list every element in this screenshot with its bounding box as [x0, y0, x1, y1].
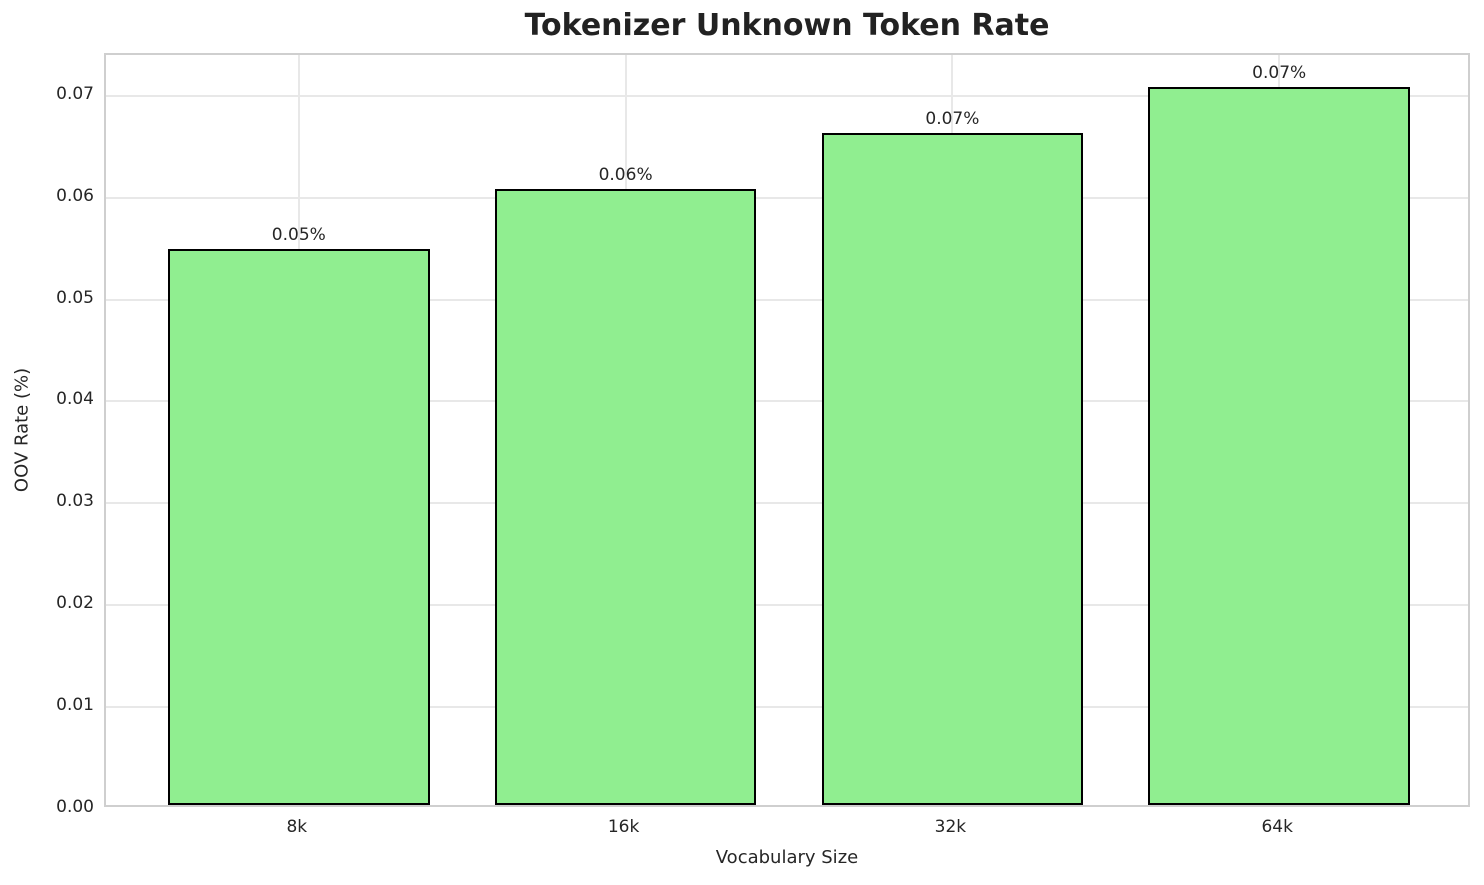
horizontal-gridline: [106, 604, 1468, 607]
chart-title: Tokenizer Unknown Token Rate: [524, 8, 1050, 43]
x-axis-label: Vocabulary Size: [715, 847, 859, 868]
y-axis-label: OOV Rate (%): [11, 367, 33, 493]
y-tick-label: 0.02: [56, 593, 94, 614]
x-tick-label-32k: 32k: [934, 817, 967, 837]
horizontal-gridline: [106, 706, 1468, 709]
y-tick-label: 0.04: [56, 389, 94, 410]
bar-value-label: 0.06%: [598, 164, 653, 185]
bar-value-label: 0.07%: [925, 108, 980, 129]
plot-area: 0.05% 0.06% 0.07% 0.07%: [104, 53, 1470, 807]
y-tick-label: 0.03: [56, 491, 94, 512]
y-tick-label: 0.07: [56, 83, 94, 104]
y-tick-label: 0.01: [56, 695, 94, 716]
bar-8k: [168, 248, 430, 805]
bar-value-label: 0.07%: [1252, 62, 1307, 83]
horizontal-gridline: [106, 298, 1468, 301]
horizontal-gridline: [106, 196, 1468, 199]
bar-64k: [1148, 86, 1410, 805]
bar-value-label: 0.05%: [271, 224, 326, 245]
bar-32k: [821, 132, 1084, 805]
horizontal-gridline: [106, 502, 1468, 505]
y-tick-label: 0.05: [56, 287, 94, 308]
y-tick-label: 0.00: [56, 797, 94, 817]
bar-16k: [494, 188, 757, 805]
horizontal-gridline: [106, 400, 1468, 403]
x-tick-label-64k: 64k: [1261, 817, 1293, 837]
y-tick-label: 0.06: [56, 185, 94, 206]
x-tick-label-16k: 16k: [607, 817, 640, 837]
horizontal-gridline: [106, 94, 1468, 97]
x-tick-label-8k: 8k: [286, 817, 308, 837]
